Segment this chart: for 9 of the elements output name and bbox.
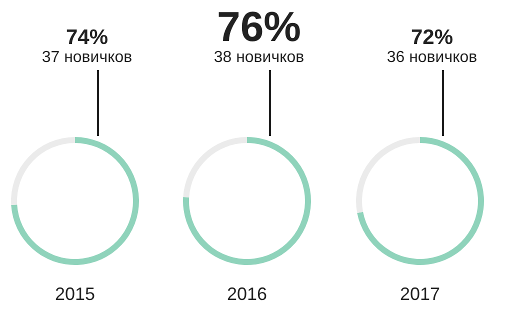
text: 38 новичков bbox=[212, 48, 306, 68]
text: 76% bbox=[216, 3, 302, 50]
text: 2016 bbox=[226, 284, 268, 305]
text: 2017 bbox=[398, 284, 442, 305]
text: 74% bbox=[64, 26, 110, 49]
text: 36 новичков bbox=[386, 48, 478, 68]
text: 72% bbox=[410, 26, 454, 49]
text: 37 новичков bbox=[40, 48, 134, 68]
text: 2015 bbox=[54, 284, 96, 305]
